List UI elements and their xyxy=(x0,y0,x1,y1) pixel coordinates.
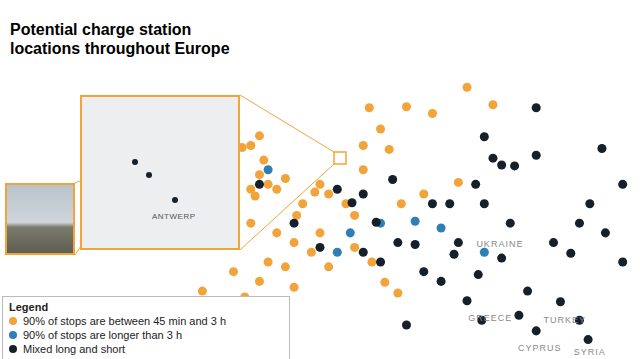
html-text:Mixed long and short: Mixed long and short xyxy=(23,343,126,355)
svg-text:GREECE: GREECE xyxy=(468,313,512,323)
svg-text:SYRIA: SYRIA xyxy=(574,347,606,357)
html-text:90% of stops are longer than 3: 90% of stops are longer than 3 h xyxy=(23,329,182,341)
html-text:90% of stops are between 45 mi: 90% of stops are between 45 min and 3 h xyxy=(23,315,226,327)
svg-text:TURKEY: TURKEY xyxy=(543,315,586,325)
html-text:ANTWERP: ANTWERP xyxy=(152,212,196,221)
html-text:Legend: Legend xyxy=(9,301,49,313)
html-text:Potential charge station locat: Potential charge station locations throu… xyxy=(10,21,230,57)
svg-text:CYPRUS: CYPRUS xyxy=(518,343,562,353)
svg-text:UKRAINE: UKRAINE xyxy=(476,239,523,249)
